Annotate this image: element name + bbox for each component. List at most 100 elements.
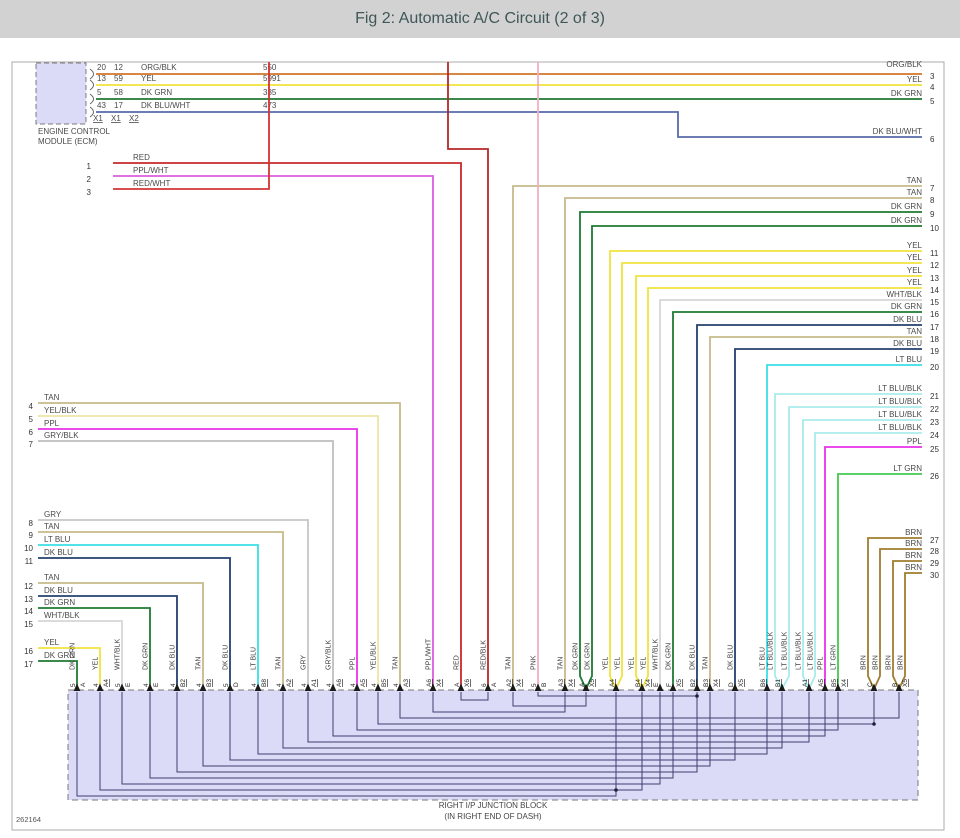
wire-left-10 <box>38 544 259 691</box>
wire-label: GRY/BLK <box>44 431 79 440</box>
junction-internal-wire <box>282 692 783 749</box>
junction-wire-label: YEL <box>603 657 610 670</box>
junction-pin: A <box>491 682 498 687</box>
junction-wire-label: LT BLU/BLK <box>782 631 789 670</box>
junction-wire-label: LT BLU/BLK <box>808 631 815 670</box>
wire-number: 11 <box>930 249 939 258</box>
wire-label: RED/WHT <box>133 179 170 188</box>
connector-arrow-icon <box>146 683 154 691</box>
junction-pin: A1 <box>311 679 318 687</box>
wire-left-11 <box>38 557 231 691</box>
ecm-row-text: 5991 <box>263 74 281 83</box>
wire-number: 10 <box>24 544 33 553</box>
wire-label: DK GRN <box>44 598 75 607</box>
junction-internal-wire <box>99 692 643 791</box>
junction-internal-wire <box>537 692 698 697</box>
junction-pin: 5 <box>531 683 538 687</box>
wire-label: PPL <box>44 419 60 428</box>
junction-wire-label: DK GRN <box>666 643 673 670</box>
junction-pin: 4 <box>196 683 203 687</box>
connector-arrow-icon <box>895 683 903 691</box>
junction-internal-wire <box>377 692 875 725</box>
wire-number: 15 <box>24 620 33 629</box>
junction-pin: B3 <box>206 679 213 687</box>
junction-wire-label: WHT/BLK <box>653 639 660 670</box>
wire-left-7 <box>38 440 334 691</box>
junction-internal-wire <box>121 692 661 785</box>
connector-arrow-icon <box>870 683 878 691</box>
wire-label: TAN <box>44 393 60 402</box>
connector-arrow-icon <box>706 683 714 691</box>
wire-number: 3 <box>930 72 935 81</box>
ecm-connector-name: X2 <box>129 114 139 123</box>
junction-wire-label: TAN <box>558 657 565 670</box>
wire-number: 4 <box>930 83 935 92</box>
junction-block <box>67 689 919 801</box>
junction-internal-wire <box>512 692 587 707</box>
junction-wire-label: WHT/BLK <box>115 639 122 670</box>
ecm-connector-name: X1 <box>93 114 103 123</box>
junction-pin: X4 <box>568 679 575 687</box>
wire-number: 15 <box>930 298 939 307</box>
junction-wire-label: BRN <box>898 655 905 670</box>
junction-wire-label: LT BLU/BLK <box>796 631 803 670</box>
ecm-pin-bracket <box>89 79 94 91</box>
ecm-pin-bracket <box>89 106 94 118</box>
wire-label: DK GRN <box>891 202 922 211</box>
junction-pin: X4 <box>436 679 443 687</box>
junction-wire-label: DK GRN <box>585 643 592 670</box>
junction-pin: 5 <box>223 683 230 687</box>
junction-internal-wire <box>229 692 736 761</box>
junction-wire-label: PPL <box>818 657 825 670</box>
wire-label: ORG/BLK <box>886 60 922 69</box>
wire-left-3 <box>113 62 270 190</box>
wire-left-8 <box>38 519 309 691</box>
junction-wire-label: DK GRN <box>143 643 150 670</box>
wire-label: DK GRN <box>891 216 922 225</box>
wire-number: 11 <box>25 557 34 566</box>
junction-pin: B8 <box>261 679 268 687</box>
junction-pin: X4 <box>645 679 652 687</box>
wire-left-17 <box>38 660 78 691</box>
wire-label: YEL <box>907 75 923 84</box>
wire-number: 29 <box>930 559 939 568</box>
wire-right-15 <box>659 299 922 691</box>
ecm-row-text: 473 <box>263 101 277 110</box>
junction-pin: A3 <box>403 679 410 687</box>
ecm-row-text: DK BLU/WHT <box>141 101 190 110</box>
junction-pin: 4 <box>143 683 150 687</box>
wire-number: 16 <box>930 310 939 319</box>
junction-pin: 4 <box>170 683 177 687</box>
ecm-row-text: 335 <box>263 88 277 97</box>
junction-pin: X6 <box>464 679 471 687</box>
wire-number: 9 <box>29 531 34 540</box>
junction-wire-label: YEL <box>629 657 636 670</box>
wire-right-9 <box>579 211 922 690</box>
wire-label: LT BLU <box>44 535 71 544</box>
junction-pin: C <box>867 682 874 687</box>
wire-label: DK GRN <box>891 89 922 98</box>
wire-right-20 <box>766 364 922 691</box>
junction-internal-wire <box>356 692 839 731</box>
junction-pin: B5 <box>381 679 388 687</box>
wire-label: DK BLU <box>44 548 73 557</box>
connector-arrow-icon <box>173 683 181 691</box>
wire-number: 28 <box>930 547 939 556</box>
wire-number: 25 <box>930 445 939 454</box>
junction-wire-label: PNK <box>531 655 538 670</box>
junction-dot <box>614 788 618 792</box>
junction-pin: B3 <box>703 679 710 687</box>
junction-internal-wire <box>202 692 711 767</box>
figure-title: Fig 2: Automatic A/C Circuit (2 of 3) <box>355 10 605 27</box>
ecm-pin-bracket <box>89 68 94 80</box>
wire-number: 5 <box>29 415 34 424</box>
wire-label: RED <box>133 153 150 162</box>
wire-label: TAN <box>907 176 923 185</box>
wire-right-29 <box>892 560 922 690</box>
junction-internal-wire <box>432 692 566 713</box>
wire-label: YEL <box>907 278 923 287</box>
wire-number: 17 <box>24 660 33 669</box>
wire-right-17 <box>696 324 922 691</box>
junction-pin: X5 <box>589 679 596 687</box>
